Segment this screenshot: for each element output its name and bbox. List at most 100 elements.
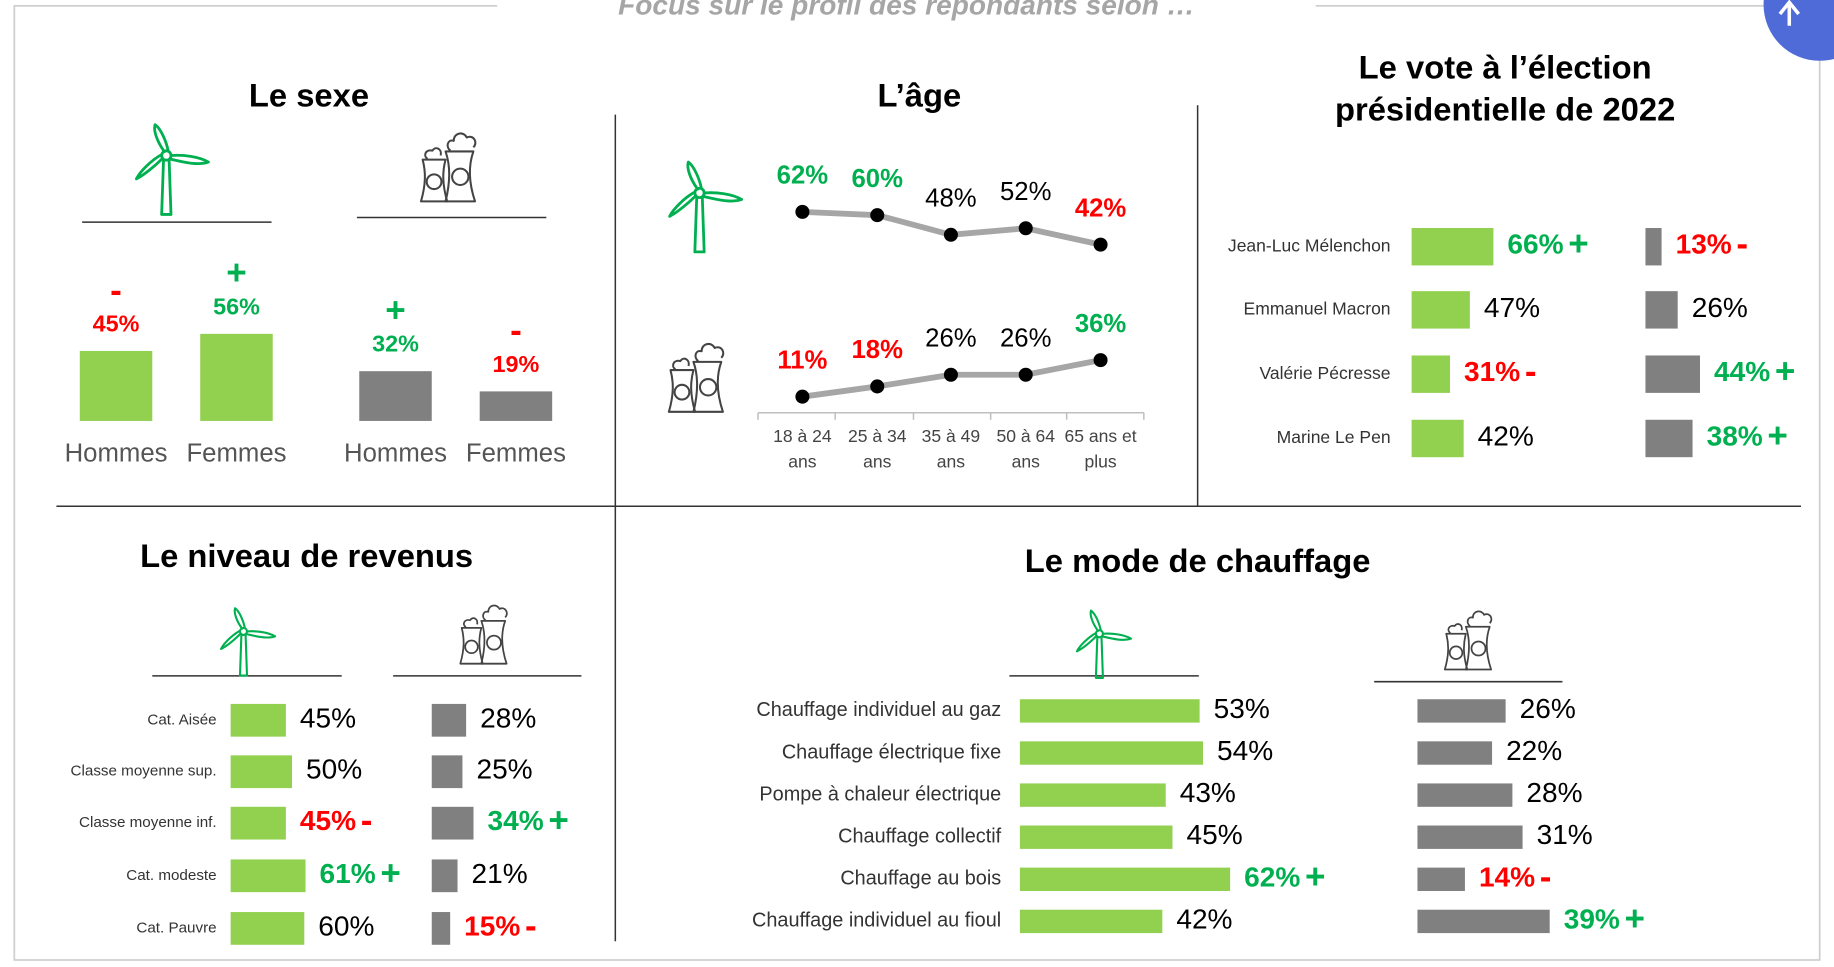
chart-barh: Le mode de chauffage Chauffage individuel…: [752, 540, 1645, 938]
value-text: 13%-: [1676, 225, 1749, 264]
bar: [1020, 910, 1162, 933]
chart-barh: Le niveau de revenusCat. AiséeClasse moy…: [61, 536, 569, 946]
x-tick-label: 25 à 34 ans: [840, 424, 915, 475]
value-label: 50%: [306, 754, 362, 785]
category-label: Cat. Pauvre: [136, 919, 216, 936]
value-label: 45%: [1187, 820, 1243, 851]
category-label: Cat. modeste: [126, 867, 216, 884]
x-tick-label-box: 18 à 24 ans: [765, 424, 840, 482]
sign: +: [1767, 417, 1787, 456]
value-text: 66%+: [1507, 225, 1588, 264]
chart-title: Le vote à l’élection présidentielle de 2…: [1283, 47, 1727, 131]
value-text: 38%+: [1707, 417, 1788, 456]
category-label: Marine Le Pen: [1277, 427, 1391, 447]
sign: -: [361, 801, 373, 840]
category-label: Chauffage au bois: [840, 868, 1001, 890]
point: [1094, 353, 1108, 367]
bar: [432, 912, 450, 945]
sign: +: [1625, 900, 1645, 939]
value-label: 45%: [300, 806, 356, 837]
value-text: 28%: [480, 703, 536, 734]
value-text: 44%+: [1714, 352, 1795, 391]
chart-line: L’âge18 à 24 ans25 à 34 ans35 à 49 ans50…: [674, 75, 1165, 483]
category-label: Valérie Pécresse: [1259, 363, 1390, 383]
value-text: 53%: [1214, 693, 1270, 724]
value-label: 21%: [472, 858, 528, 889]
point: [944, 368, 958, 382]
value-text: 61%+: [320, 854, 401, 893]
value-label: 19%: [493, 351, 540, 377]
value-label: 42%: [1176, 904, 1232, 935]
value-label: 43%: [1180, 778, 1236, 809]
x-tick-label: 50 à 64 ans: [988, 424, 1063, 475]
category-label: Pompe à chaleur électrique: [759, 783, 1001, 805]
value-label: 42%: [1075, 194, 1127, 222]
slide: Focus sur le profil des répondants selon…: [0, 0, 1834, 967]
value-label: 31%: [1464, 357, 1520, 388]
value-text: 42%: [1478, 421, 1534, 452]
value-text: 54%: [1217, 735, 1273, 766]
value-label: 54%: [1217, 735, 1273, 766]
value-label: 15%: [464, 911, 520, 942]
value-text: 26%: [1520, 693, 1576, 724]
page: Focus sur le profil des répondants selon…: [0, 0, 1834, 967]
x-tick-label: 65 ans et plus: [1063, 424, 1138, 475]
charts: Le sexe45%-Hommes56%+Femmes32%+Hommes19%…: [61, 47, 1795, 946]
bar: [1417, 868, 1464, 891]
value-label: 47%: [1484, 292, 1540, 323]
value-text: 28%: [1526, 778, 1582, 809]
value-text: 31%: [1537, 820, 1593, 851]
point: [944, 228, 958, 242]
value-text: 42%: [1176, 904, 1232, 935]
sign: +: [385, 291, 405, 330]
chart-title-box: Le mode de chauffage: [905, 540, 1490, 634]
chart-title-box: Le niveau de revenus: [61, 536, 552, 630]
value-label: 45%: [300, 703, 356, 734]
value-label: 25%: [476, 754, 532, 785]
header-title: Focus sur le profil des répondants selon…: [618, 0, 1195, 20]
value-label: 32%: [372, 331, 419, 357]
value-text: 26%: [1692, 292, 1748, 323]
value-label: 14%: [1479, 862, 1535, 893]
category-label: Femmes: [466, 440, 566, 468]
bar: [231, 704, 286, 737]
chart-title-box: Le sexe: [63, 75, 554, 169]
x-tick-label-box: 35 à 49 ans: [913, 424, 988, 482]
value-text: 39%+: [1564, 900, 1645, 939]
category-label: Chauffage individuel au fioul: [752, 910, 1001, 932]
value-label: 48%: [925, 185, 976, 213]
value-label: 42%: [1478, 421, 1534, 452]
bar: [1645, 355, 1700, 392]
bar: [1645, 291, 1677, 328]
sign: +: [1305, 858, 1325, 897]
value-text: 43%: [1180, 778, 1236, 809]
value-text: 62%+: [1244, 858, 1325, 897]
chart-bar: Le sexe45%-Hommes56%+Femmes32%+Hommes19%…: [63, 75, 566, 468]
value-label: 44%: [1714, 357, 1770, 388]
category-label: Chauffage électrique fixe: [782, 741, 1001, 763]
bar: [1417, 826, 1522, 849]
value-label: 11%: [777, 346, 827, 374]
value-text: 22%: [1506, 735, 1562, 766]
sign: +: [1775, 352, 1795, 391]
bar: [1412, 420, 1464, 457]
value-label: 28%: [1526, 778, 1582, 809]
x-tick-label-box: 65 ans et plus: [1063, 424, 1138, 482]
bar: [231, 859, 306, 892]
value-label: 26%: [1520, 693, 1576, 724]
value-label: 26%: [1692, 292, 1748, 323]
value-text: 31%-: [1464, 352, 1537, 391]
sign: +: [1568, 225, 1588, 264]
value-label: 66%: [1507, 229, 1563, 260]
sign: -: [1540, 858, 1552, 897]
bar: [432, 859, 458, 892]
value-label: 18%: [852, 336, 904, 364]
bar: [1417, 910, 1549, 933]
category-label: Emmanuel Macron: [1244, 298, 1391, 318]
value-text: 15%-: [464, 907, 537, 946]
value-text: 50%: [306, 754, 362, 785]
sign: -: [1736, 225, 1748, 264]
sign: +: [380, 854, 400, 893]
value-text: 47%: [1484, 292, 1540, 323]
value-label: 31%: [1537, 820, 1593, 851]
